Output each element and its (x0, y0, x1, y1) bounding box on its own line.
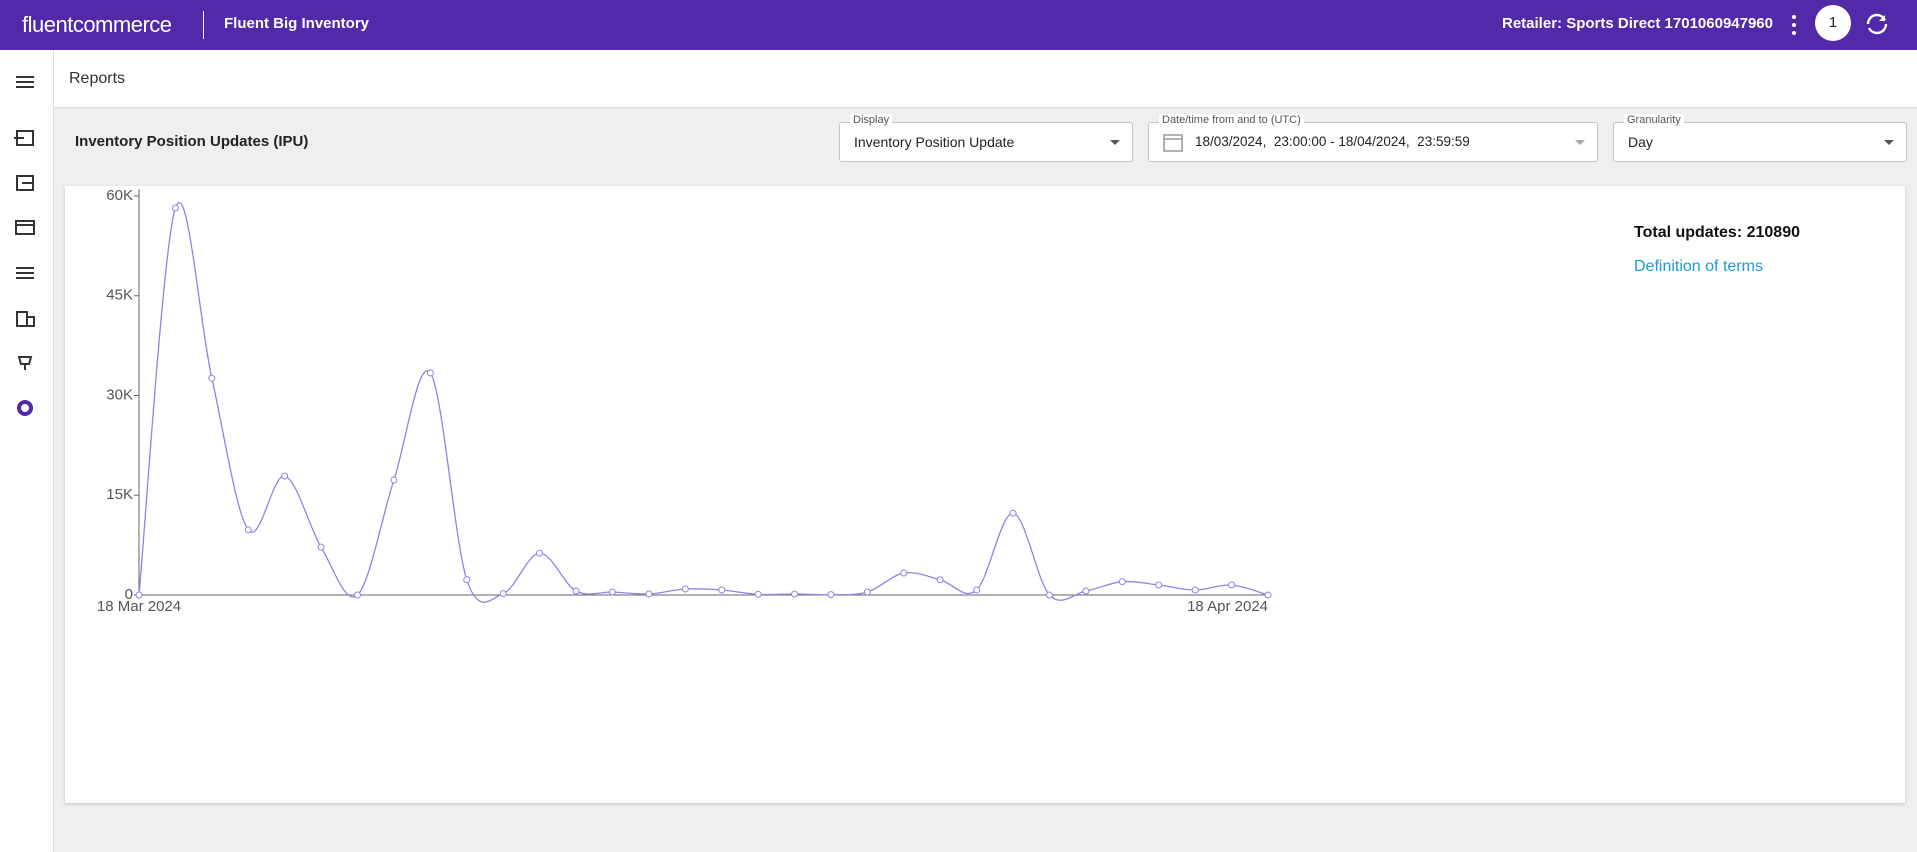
chart-card: 0 15K 30K 45K 60K 18 Mar 2024 18 Apr 2024 Tota… (65, 186, 1905, 803)
data-point (244, 526, 252, 534)
definition-link[interactable]: Definition of terms (1634, 258, 1763, 275)
data-point (135, 591, 143, 599)
data-point (863, 588, 871, 596)
data-point (973, 586, 981, 594)
data-point (499, 590, 507, 598)
field-value: 18/03/2024, 23:00:00 - 18/04/2024, 23:59… (1195, 134, 1470, 149)
data-point (1118, 578, 1126, 586)
y-tick-label: 15K (106, 486, 133, 503)
date-range-select[interactable]: Date/time from and to (UTC) 18/03/2024, … (1148, 114, 1598, 162)
data-point (718, 586, 726, 594)
granularity-select[interactable]: Granularity Day (1613, 114, 1907, 162)
x-tick-label: 18 Apr 2024 (1187, 598, 1268, 615)
data-point (827, 591, 835, 599)
logo[interactable]: fluentcommerce (22, 12, 172, 37)
data-point (390, 476, 398, 484)
field-label: Display (850, 114, 893, 126)
field-value: Day (1628, 134, 1653, 150)
data-point (608, 588, 616, 596)
dropdown-arrow (1110, 140, 1120, 145)
y-tick-label: 30K (106, 386, 133, 403)
data-point (1228, 581, 1236, 589)
breadcrumb-bar: Reports (54, 50, 1917, 108)
divider (203, 11, 204, 39)
series-line (138, 202, 1269, 603)
display-select[interactable]: Display Inventory Position Update (839, 114, 1133, 162)
data-point (900, 569, 908, 577)
field-label: Granularity (1624, 114, 1684, 126)
data-point (1082, 587, 1090, 595)
data-point (536, 549, 544, 557)
data-point (354, 591, 362, 599)
data-point (463, 576, 471, 584)
data-point (426, 369, 434, 377)
data-point (208, 374, 216, 382)
data-point (171, 204, 179, 212)
data-point (281, 472, 289, 480)
sidebar-icons[interactable] (0, 50, 53, 450)
data-point (754, 590, 762, 598)
x-tick-label: 18 Mar 2024 (97, 598, 181, 615)
chart: 0 15K 30K 45K 60K 18 Mar 2024 18 Apr 2024 (97, 187, 1272, 615)
data-point (317, 543, 325, 551)
sidebar (0, 50, 54, 852)
field-label: Date/time from and to (UTC) (1159, 114, 1304, 126)
app-name: Fluent Big Inventory (224, 15, 370, 32)
data-point (681, 585, 689, 593)
total-updates: Total updates: 210890 (1634, 224, 1800, 241)
data-point (572, 587, 580, 595)
dropdown-arrow (1884, 140, 1894, 145)
data-point (1191, 586, 1199, 594)
field-value: Inventory Position Update (854, 134, 1015, 150)
y-tick-label: 0 (125, 586, 133, 603)
data-point (936, 576, 944, 584)
data-point (1045, 591, 1053, 599)
retailer[interactable]: Retailer: Sports Direct 1701060947960 (1502, 15, 1773, 32)
kebab-menu[interactable] (1788, 13, 1800, 37)
top-bar: fluentcommerce Fluent Big Inventory Reta… (0, 0, 1917, 50)
data-point (1155, 581, 1163, 589)
calendar-icon (1163, 134, 1183, 152)
refresh-icon[interactable] (1864, 11, 1890, 37)
data-point (1264, 591, 1272, 599)
dropdown-arrow (1575, 140, 1585, 145)
y-tick-label: 45K (106, 287, 133, 304)
data-point (645, 590, 653, 598)
data-point (791, 590, 799, 598)
report-title: Inventory Position Updates (IPU) (75, 133, 309, 150)
user-badge[interactable]: 1 (1815, 5, 1851, 41)
breadcrumb: Reports (69, 70, 126, 87)
data-point (1009, 509, 1017, 517)
y-tick-label: 60K (106, 187, 133, 204)
